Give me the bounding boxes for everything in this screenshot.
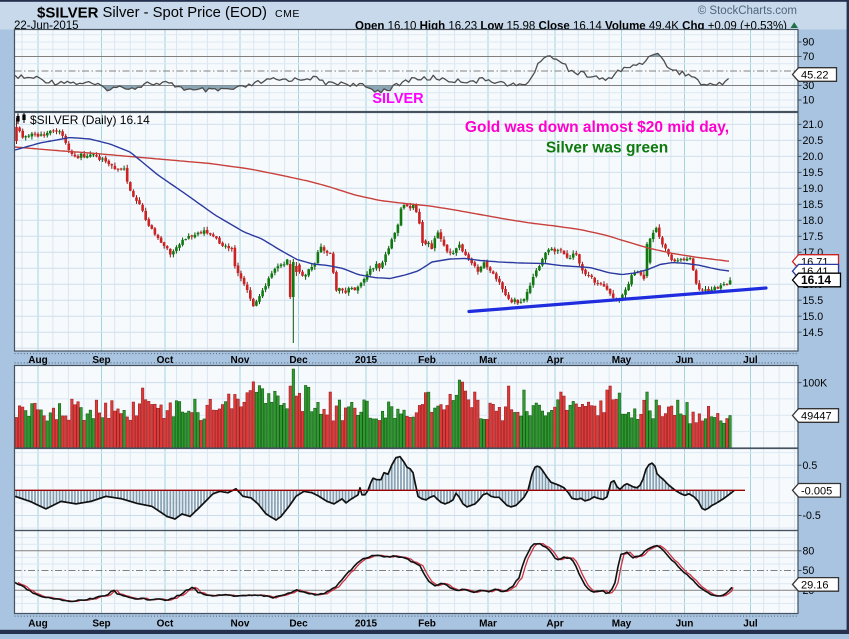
svg-text:19.0: 19.0 [803,183,824,195]
svg-text:Jul: Jul [743,355,758,366]
svg-text:Apr: Apr [546,355,563,366]
svg-text:-0.5: -0.5 [803,510,821,522]
svg-text:21.0: 21.0 [803,119,824,131]
svg-text:Dec: Dec [289,355,308,366]
svg-text:20.0: 20.0 [803,151,824,163]
svg-text:15.5: 15.5 [803,295,824,307]
svg-text:Feb: Feb [418,619,436,630]
svg-text:SILVER: SILVER [372,91,424,107]
svg-text:70: 70 [803,51,815,63]
svg-text:Oct: Oct [157,619,174,630]
svg-text:$SILVER (Daily) 16.14: $SILVER (Daily) 16.14 [30,113,150,127]
svg-text:Jun: Jun [676,619,694,630]
svg-text:17.5: 17.5 [803,231,824,243]
svg-text:45.22: 45.22 [801,70,829,82]
svg-text:Jul: Jul [743,619,758,630]
svg-text:Dec: Dec [289,619,308,630]
svg-text:-0.005: -0.005 [801,485,832,497]
svg-text:Nov: Nov [231,355,250,366]
svg-text:Silver - Spot Price (EOD): Silver - Spot Price (EOD) [103,5,268,21]
svg-text:Jun: Jun [676,355,694,366]
svg-text:Oct: Oct [157,355,174,366]
svg-text:49447: 49447 [801,411,832,423]
svg-text:80: 80 [803,546,815,558]
svg-text:Mar: Mar [479,355,497,366]
svg-text:10: 10 [803,95,815,107]
svg-text:18.0: 18.0 [803,215,824,227]
svg-text:90: 90 [803,37,815,49]
svg-text:Nov: Nov [231,619,250,630]
svg-text:14.5: 14.5 [803,327,824,339]
svg-text:Mar: Mar [479,619,497,630]
svg-text:2015: 2015 [355,355,378,366]
svg-text:50: 50 [803,565,815,577]
svg-text:15.0: 15.0 [803,311,824,323]
svg-text:Silver was green: Silver was green [546,140,668,157]
svg-text:Aug: Aug [28,619,47,630]
svg-text:2015: 2015 [355,619,378,630]
svg-text:30: 30 [803,80,815,92]
svg-text:0.5: 0.5 [803,460,818,472]
svg-text:© StockCharts.com: © StockCharts.com [698,5,797,17]
svg-text:20.5: 20.5 [803,135,824,147]
svg-text:May: May [612,619,632,630]
svg-text:May: May [612,355,632,366]
svg-text:Sep: Sep [92,619,110,630]
svg-text:19.5: 19.5 [803,167,824,179]
svg-text:$SILVER: $SILVER [37,5,99,22]
svg-text:Gold was down almost $20 mid d: Gold was down almost $20 mid day, [465,119,729,136]
svg-text:18.5: 18.5 [803,199,824,211]
svg-text:CME: CME [275,8,300,20]
svg-text:100K: 100K [803,377,828,389]
svg-text:16.14: 16.14 [801,273,831,287]
svg-text:Aug: Aug [28,355,47,366]
svg-text:Apr: Apr [546,619,563,630]
svg-text:29.16: 29.16 [801,579,829,591]
svg-text:Feb: Feb [418,355,436,366]
svg-text:Sep: Sep [92,355,110,366]
